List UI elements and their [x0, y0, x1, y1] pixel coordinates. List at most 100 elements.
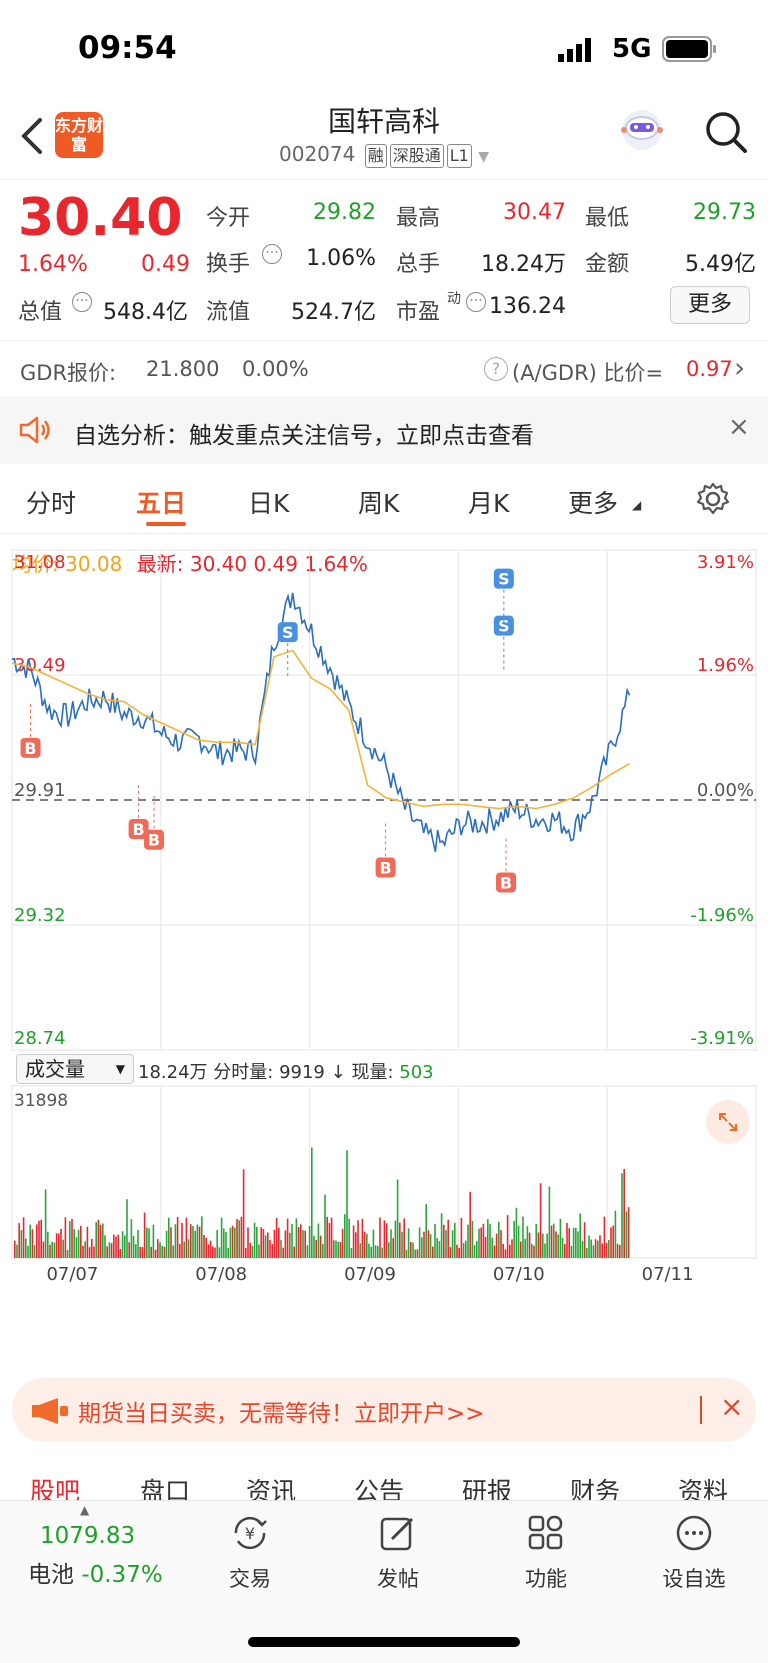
- tab-profile[interactable]: 资料: [678, 1477, 729, 1500]
- banner-text: 期货当日买卖，无需等待！立即开户>>: [78, 1401, 485, 1427]
- volume-bar: [33, 1245, 36, 1258]
- trade-marker-label: S: [498, 570, 510, 589]
- volume-bar: [157, 1239, 159, 1258]
- volume-bar: [196, 1224, 199, 1258]
- volume-bar: [520, 1241, 522, 1258]
- search-icon[interactable]: [704, 110, 748, 154]
- tab-daily-k[interactable]: 日K: [248, 489, 290, 518]
- volume-bar: [170, 1227, 172, 1258]
- avg-label: 均价:: [12, 552, 59, 576]
- tab-five-day[interactable]: 五日: [136, 489, 187, 518]
- volume-bar: [553, 1223, 555, 1258]
- volume-bar: [91, 1238, 93, 1258]
- sector-index[interactable]: 电池 -0.37%: [28, 1555, 163, 1589]
- volume-bar: [106, 1246, 108, 1258]
- volume-bar: [537, 1232, 540, 1258]
- volume-bar: [363, 1231, 366, 1258]
- volume-bar: [368, 1243, 370, 1258]
- home-indicator[interactable]: [248, 1637, 520, 1647]
- price-tick-label: 29.32: [14, 905, 66, 926]
- float-cap-value: 524.7亿: [291, 300, 376, 325]
- volume-bar: [355, 1232, 357, 1258]
- dock-trade[interactable]: ¥ 交易: [200, 1513, 300, 1593]
- trade-icon: ¥: [234, 1516, 267, 1550]
- volume-bar: [564, 1244, 566, 1258]
- gdr-ratio-label: (A/GDR) 比价=: [512, 361, 664, 385]
- notice-text: 自选分析：触发重点关注信号，立即点击查看: [74, 423, 534, 449]
- info-icon[interactable]: ···: [466, 292, 486, 312]
- tab-monthly-k[interactable]: 月K: [468, 489, 510, 518]
- percent-tick-label: 0.00%: [697, 780, 754, 801]
- volume-bar: [555, 1231, 557, 1258]
- volume-bar: [104, 1235, 106, 1258]
- volume-bar: [621, 1173, 623, 1258]
- dock-post[interactable]: 发帖: [348, 1513, 448, 1593]
- volume-bar: [608, 1239, 610, 1258]
- volume-bar: [47, 1231, 49, 1258]
- volume-bar: [194, 1230, 196, 1258]
- tab-news[interactable]: 资讯: [246, 1477, 297, 1500]
- turnover-value: 1.06%: [306, 246, 376, 271]
- tab-announcements[interactable]: 公告: [354, 1477, 405, 1500]
- tag-level: L1: [446, 144, 472, 168]
- tab-pankou[interactable]: 盘口: [140, 1477, 191, 1500]
- chevron-down-icon: ▼: [478, 149, 489, 165]
- gdr-row[interactable]: GDR报价: 21.800 0.00% ? (A/GDR) 比价= 0.97 ›: [0, 340, 768, 396]
- sector-index-value[interactable]: 1079.83: [40, 1523, 136, 1549]
- dock-add-watchlist[interactable]: 设自选: [644, 1513, 744, 1593]
- volume-bar: [66, 1249, 69, 1258]
- volume-bar: [181, 1222, 183, 1258]
- settings-gear-icon[interactable]: [696, 482, 730, 516]
- volume-bar: [599, 1235, 601, 1258]
- five-day-chart[interactable]: 均价: 30.08 最新: 30.40 0.49 1.64% 31.08 30.4…: [0, 534, 768, 1334]
- tab-weekly-k[interactable]: 周K: [358, 489, 400, 518]
- indicator-select[interactable]: 成交量 ▼: [16, 1054, 134, 1084]
- volume-bar: [465, 1240, 467, 1258]
- volume-bar: [502, 1243, 504, 1258]
- trade-marker-label: B: [24, 739, 36, 758]
- volume-bar: [412, 1242, 414, 1258]
- volume-bar: [528, 1232, 531, 1258]
- more-button[interactable]: 更多: [670, 286, 750, 324]
- close-icon[interactable]: ×: [720, 1390, 744, 1423]
- robot-avatar-icon[interactable]: [618, 106, 666, 154]
- volume-bar: [227, 1247, 229, 1258]
- price-line: [11, 592, 631, 852]
- tag-connect: 深股通: [389, 144, 444, 168]
- info-icon[interactable]: ···: [72, 292, 92, 312]
- close-icon[interactable]: ×: [728, 412, 750, 442]
- volume-bar: [456, 1244, 458, 1258]
- app-logo[interactable]: 东方财富: [55, 112, 103, 158]
- back-icon[interactable]: [18, 116, 44, 156]
- tab-research[interactable]: 研报: [462, 1477, 513, 1500]
- volume-bar: [469, 1191, 471, 1258]
- expand-button[interactable]: [706, 1100, 750, 1144]
- tab-guba[interactable]: 股吧: [30, 1477, 81, 1500]
- info-icon[interactable]: ···: [262, 244, 282, 264]
- help-icon[interactable]: ?: [484, 357, 508, 381]
- dock-functions[interactable]: 功能: [496, 1513, 596, 1593]
- volume-bar: [293, 1246, 295, 1258]
- notice-bar[interactable]: 自选分析：触发重点关注信号，立即点击查看 ×: [0, 396, 768, 464]
- stock-meta[interactable]: 002074 融深股通 L1 ▼: [0, 142, 768, 168]
- volume-bar: [335, 1240, 337, 1258]
- volume-bar: [443, 1224, 445, 1258]
- volume-bar: [146, 1227, 148, 1258]
- volume-bar: [487, 1219, 489, 1258]
- volume-bar: [236, 1219, 238, 1258]
- high-label: 最高: [396, 206, 441, 231]
- volume-bar: [588, 1235, 590, 1258]
- futures-banner[interactable]: 期货当日买卖，无需等待！立即开户>> ×: [12, 1378, 756, 1442]
- tag-margin: 融: [364, 144, 387, 168]
- volume-bar: [205, 1237, 207, 1258]
- caret-up-icon: ▲: [80, 1503, 90, 1517]
- tab-finance[interactable]: 财务: [570, 1477, 621, 1500]
- expand-icon: [719, 1113, 737, 1131]
- tab-intraday[interactable]: 分时: [26, 489, 77, 518]
- volume-bar: [394, 1220, 397, 1258]
- tab-more[interactable]: 更多: [568, 489, 619, 518]
- volume-bar: [399, 1222, 401, 1258]
- x-date-label: 07/11: [642, 1264, 694, 1285]
- price-chart-svg[interactable]: 31.0830.4929.9129.3228.743.91%1.96%0.00%…: [0, 534, 768, 1334]
- volume-bar: [88, 1247, 91, 1258]
